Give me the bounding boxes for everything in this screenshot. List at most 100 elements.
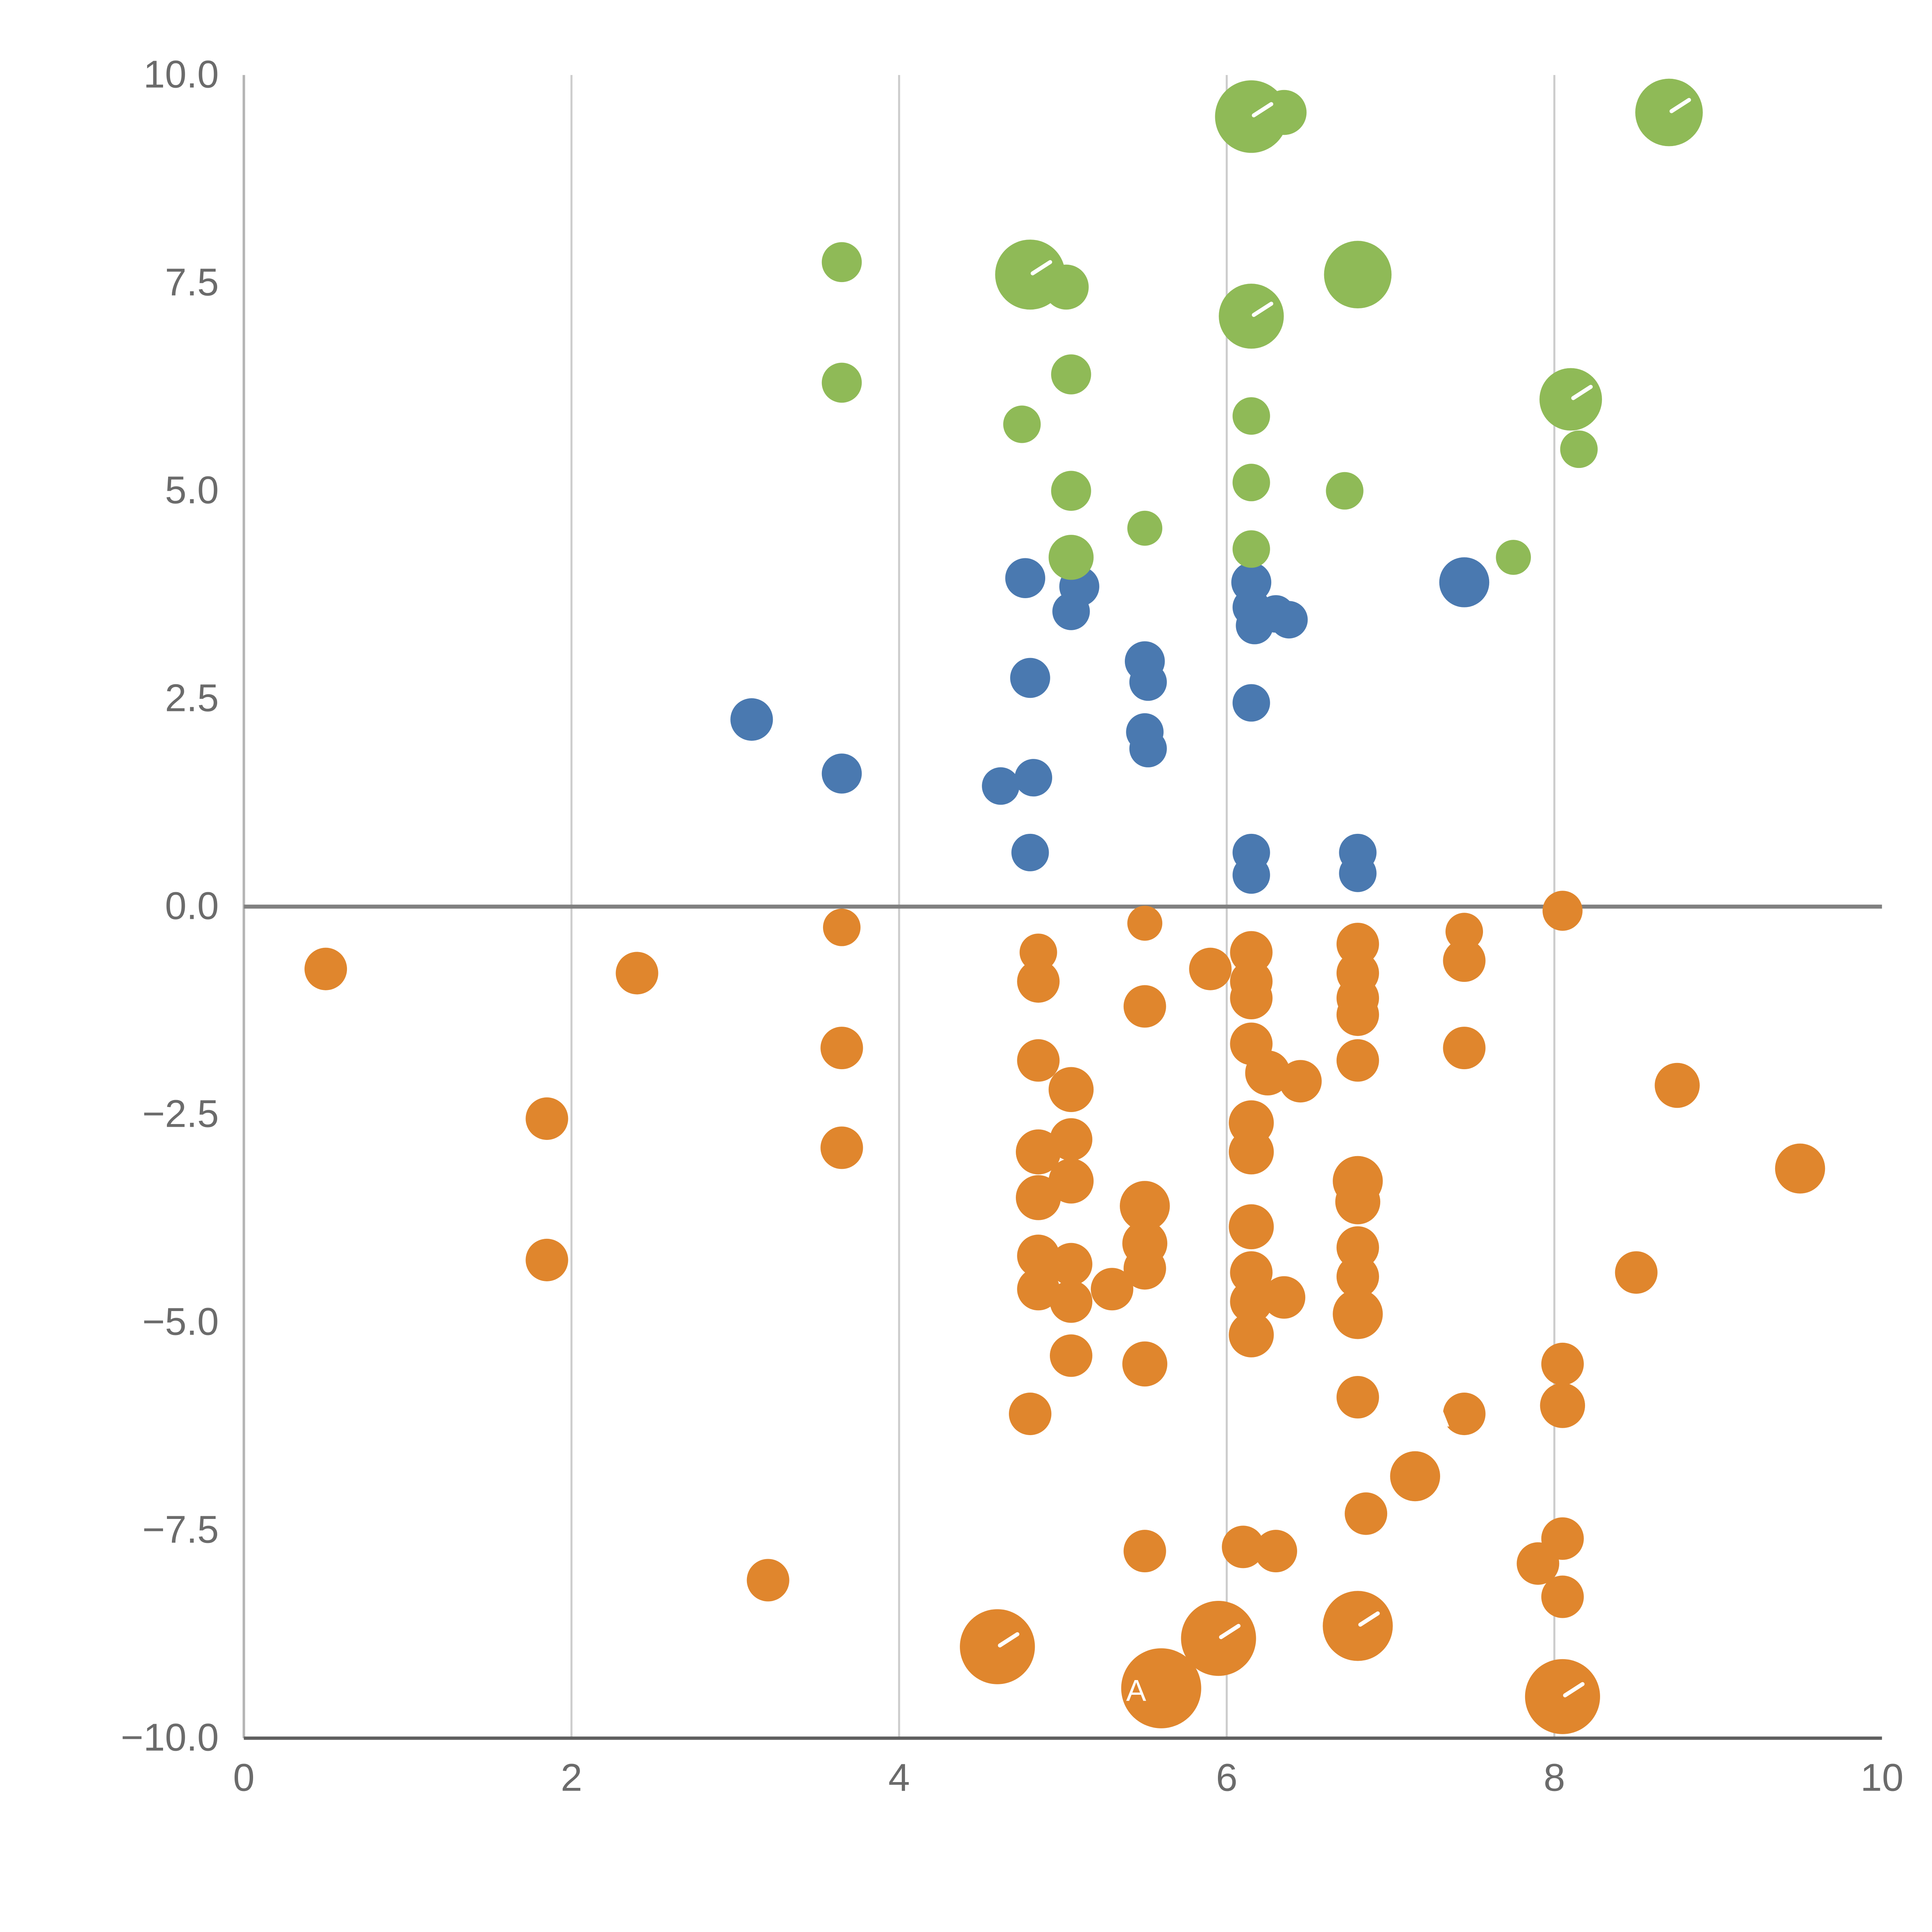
data-point xyxy=(821,362,862,403)
data-point xyxy=(1336,993,1379,1036)
y-tick-label: −10.0 xyxy=(121,1716,219,1759)
data-point xyxy=(1090,1268,1134,1311)
data-point xyxy=(1049,1243,1093,1286)
data-point xyxy=(1270,601,1308,639)
x-axis-labels: 0 2 4 6 8 10 xyxy=(233,1756,1903,1799)
marker-tick xyxy=(1252,102,1274,117)
x-tick-label: 10 xyxy=(1861,1756,1904,1799)
data-point xyxy=(1051,471,1091,511)
data-point xyxy=(1439,557,1490,607)
data-point xyxy=(1229,1312,1274,1357)
data-point xyxy=(1232,684,1270,722)
data-point xyxy=(1245,1050,1290,1095)
data-point xyxy=(1655,1063,1700,1108)
marker-tick xyxy=(1252,301,1274,317)
marker-tick xyxy=(1031,260,1052,276)
data-point xyxy=(1048,535,1094,580)
data-point xyxy=(982,767,1020,805)
data-point xyxy=(526,1097,568,1140)
data-point xyxy=(730,698,773,741)
data-point xyxy=(1539,368,1602,431)
data-point xyxy=(1017,960,1060,1003)
data-point xyxy=(1541,1517,1584,1560)
data-point xyxy=(616,952,658,995)
data-point xyxy=(1443,939,1486,982)
data-point xyxy=(1123,1530,1166,1573)
data-point xyxy=(1336,1039,1379,1082)
data-point xyxy=(820,1126,863,1169)
y-tick-label: 5.0 xyxy=(165,469,219,512)
data-point xyxy=(1049,1280,1093,1323)
data-point xyxy=(1775,1143,1825,1194)
marker-tick xyxy=(1358,1611,1380,1627)
data-point xyxy=(1333,1289,1383,1339)
data-point xyxy=(1003,405,1041,443)
data-point xyxy=(995,240,1065,310)
data-point xyxy=(1635,78,1703,146)
data-point xyxy=(821,753,862,794)
data-point xyxy=(1232,397,1270,435)
data-point xyxy=(1541,1575,1584,1618)
data-point xyxy=(1051,354,1091,395)
data-point xyxy=(1525,1659,1600,1734)
data-point xyxy=(747,1559,789,1602)
data-point xyxy=(1345,1492,1388,1535)
data-point xyxy=(1015,1175,1061,1220)
data-point xyxy=(1009,1393,1052,1435)
marker-label: A xyxy=(1126,1674,1146,1708)
data-point xyxy=(1127,906,1163,941)
data-point xyxy=(1339,854,1377,892)
data-point xyxy=(1230,1251,1273,1294)
data-point xyxy=(1445,913,1483,951)
data-point xyxy=(1181,1601,1256,1676)
data-point xyxy=(1230,1280,1273,1323)
data-point xyxy=(1336,1226,1379,1269)
data-point xyxy=(1005,558,1046,598)
x-tick-label: 0 xyxy=(233,1756,255,1799)
data-point xyxy=(1229,1204,1274,1250)
y-tick-label: 7.5 xyxy=(165,261,219,304)
data-point xyxy=(1543,891,1583,931)
series-green xyxy=(821,78,1703,580)
y-tick-label: 2.5 xyxy=(165,677,219,720)
data-point xyxy=(1541,1342,1584,1385)
data-point xyxy=(1129,730,1167,767)
data-point xyxy=(1232,464,1270,502)
data-point xyxy=(1019,934,1057,971)
data-point xyxy=(1336,1255,1379,1298)
marker-tick xyxy=(1563,1682,1585,1697)
data-point xyxy=(1219,284,1284,349)
marker-tick xyxy=(1571,384,1593,400)
data-point xyxy=(1222,1526,1265,1568)
data-point xyxy=(1121,1648,1201,1728)
data-point xyxy=(1326,472,1364,510)
data-point xyxy=(526,1238,568,1281)
y-tick-label: 10.0 xyxy=(143,53,219,96)
data-point xyxy=(1324,241,1392,309)
series-orange: AA xyxy=(304,891,1825,1734)
data-point xyxy=(1560,430,1598,468)
data-point xyxy=(1010,658,1050,698)
series-blue xyxy=(730,557,1490,894)
data-point xyxy=(1232,530,1270,568)
y-tick-label: 0.0 xyxy=(165,884,219,928)
data-point xyxy=(960,1609,1035,1684)
y-tick-label: −5.0 xyxy=(142,1300,219,1344)
marker-tick xyxy=(1669,98,1691,113)
data-point xyxy=(1279,1060,1322,1103)
marker-tick xyxy=(1219,1624,1241,1639)
data-point xyxy=(1123,985,1166,1028)
data-point xyxy=(1014,759,1053,797)
data-point xyxy=(1011,833,1049,871)
data-point xyxy=(1336,923,1379,966)
data-point xyxy=(1189,947,1232,990)
x-tick-label: 2 xyxy=(561,1756,582,1799)
data-point xyxy=(823,908,861,946)
y-tick-label: −7.5 xyxy=(142,1508,219,1551)
data-point xyxy=(821,242,862,282)
data-point xyxy=(1129,663,1167,701)
data-point xyxy=(1215,80,1288,153)
data-point xyxy=(1263,1276,1306,1319)
x-tick-label: 4 xyxy=(888,1756,910,1799)
